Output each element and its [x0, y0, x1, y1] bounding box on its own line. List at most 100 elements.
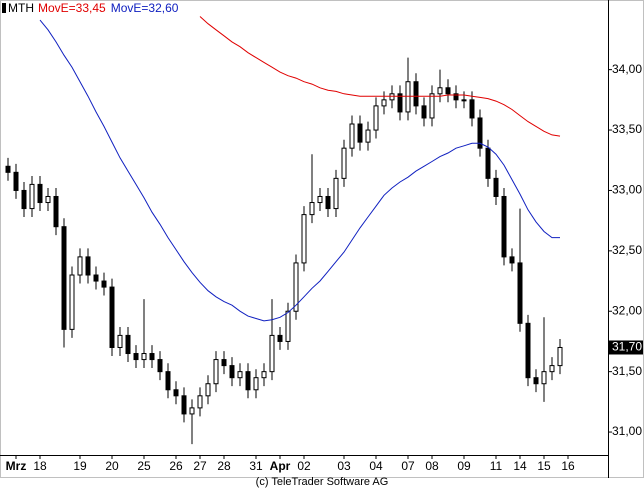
candle-body: [77, 256, 83, 276]
y-tick-label: 33,00: [612, 183, 642, 197]
x-tick-label: 03: [337, 459, 351, 473]
candle-body: [69, 274, 75, 330]
candle-body: [509, 256, 515, 264]
candle-body: [341, 147, 347, 179]
candle-body: [461, 99, 467, 102]
candle-body: [229, 365, 235, 379]
candle-body: [405, 81, 411, 113]
candle-body: [421, 105, 427, 119]
candle-body: [317, 195, 323, 204]
candle-body: [445, 87, 451, 95]
candle-body: [549, 365, 555, 373]
x-tick-label: 09: [457, 459, 471, 473]
candle-body: [429, 93, 435, 119]
x-tick-label: 16: [561, 459, 575, 473]
candle-body: [357, 123, 363, 143]
candle-body: [525, 322, 531, 379]
x-tick-label: Apr: [270, 459, 291, 473]
candle-body: [533, 377, 539, 385]
candle-body: [277, 334, 283, 342]
x-tick-label: Mrz: [6, 459, 27, 473]
y-tick-label: 32,00: [612, 303, 642, 317]
y-tick-label: 33,50: [612, 122, 642, 136]
candle-body: [189, 407, 195, 415]
candle-body: [61, 226, 67, 330]
x-tick-label: 19: [73, 459, 87, 473]
candle-body: [197, 395, 203, 409]
candle-body: [469, 99, 475, 119]
candle-body: [125, 334, 131, 355]
moving-average: [39, 19, 560, 322]
x-tick-label: 25: [137, 459, 151, 473]
candle-body: [53, 195, 59, 228]
candle-body: [309, 202, 315, 216]
footer: (c) TeleTrader Software AG: [256, 476, 389, 488]
x-tick-label: 15: [537, 459, 551, 473]
last-price-label: 31,70: [612, 340, 642, 354]
candle-body: [397, 93, 403, 113]
frame: [0, 0, 644, 478]
candle-body: [157, 359, 163, 373]
candle-body: [557, 346, 563, 367]
y-tick-label: 34,00: [612, 62, 642, 76]
candle-body: [477, 117, 483, 149]
x-tick-label: 07: [401, 459, 415, 473]
candle-body: [21, 189, 27, 210]
x-tick-label: 18: [33, 459, 47, 473]
candle-body: [117, 334, 123, 348]
candle-body: [485, 147, 491, 179]
candle-body: [381, 99, 387, 107]
candle-body: [285, 310, 291, 342]
candle-body: [173, 389, 179, 397]
candle-body: [325, 195, 331, 210]
candle-body: [261, 371, 267, 379]
candle-body: [165, 371, 171, 391]
candle-body: [5, 165, 11, 173]
candle-body: [413, 81, 419, 107]
candle-body: [333, 177, 339, 210]
candle-body: [93, 274, 99, 282]
moving-average: [199, 16, 561, 137]
x-tick-label: 11: [490, 459, 503, 473]
y-tick-label: 31,50: [612, 364, 642, 378]
candle-body: [29, 183, 35, 210]
candle-body: [453, 93, 459, 101]
x-tick-label: 20: [105, 459, 119, 473]
candle-body: [517, 262, 523, 324]
candle-body: [269, 334, 275, 373]
candle-body: [205, 383, 211, 397]
candle-body: [37, 183, 43, 204]
candle-body: [45, 195, 51, 204]
candle-body: [373, 105, 379, 131]
y-tick-label: 31,00: [612, 424, 642, 438]
last-price-box: [609, 340, 643, 355]
x-tick-label: 31: [249, 459, 263, 473]
candle-body: [365, 129, 371, 143]
candle-body: [389, 93, 395, 101]
candle-body: [13, 171, 19, 191]
candle-body: [493, 177, 499, 197]
candle-body: [181, 395, 187, 415]
candle-body: [221, 359, 227, 367]
candle-body: [213, 359, 219, 385]
candle-body: [501, 195, 507, 258]
candle-body: [245, 371, 251, 391]
x-tick-label: 27: [193, 459, 207, 473]
x-tick-label: 14: [513, 459, 527, 473]
x-tick-label: 02: [297, 459, 311, 473]
x-tick-label: 26: [169, 459, 183, 473]
candle-body: [149, 353, 155, 361]
legend-swatch: [2, 3, 6, 13]
legend-label: MovE=32,60: [111, 1, 179, 15]
candle-body: [85, 256, 91, 276]
candle-body: [293, 262, 299, 312]
candle-body: [437, 87, 443, 95]
candle-body: [349, 123, 355, 149]
candle-body: [109, 286, 115, 348]
candle-body: [133, 353, 139, 361]
y-tick-label: 32,50: [612, 243, 642, 257]
legend-label: MTH: [8, 1, 34, 15]
candle-body: [237, 371, 243, 379]
